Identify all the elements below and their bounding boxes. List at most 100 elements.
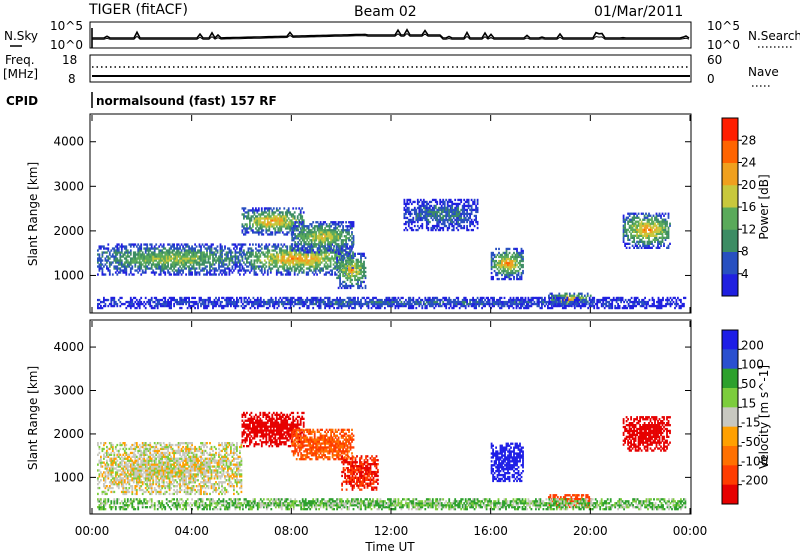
power-cell bbox=[289, 302, 292, 306]
power-cell bbox=[360, 302, 362, 306]
power-cell bbox=[364, 266, 367, 270]
power-cell bbox=[504, 267, 506, 271]
power-cell bbox=[183, 255, 186, 258]
power-cell bbox=[256, 257, 259, 260]
power-cell bbox=[249, 247, 251, 250]
power-cell bbox=[436, 220, 439, 224]
power-cell bbox=[628, 214, 631, 217]
power-cell bbox=[260, 223, 263, 226]
power-cell bbox=[131, 273, 134, 276]
power-cell bbox=[182, 265, 184, 268]
power-cell bbox=[299, 251, 302, 254]
power-cell bbox=[466, 302, 468, 306]
power-cell bbox=[440, 222, 443, 226]
power-cell bbox=[212, 273, 214, 276]
freq-label-top: Freq. bbox=[5, 53, 35, 67]
power-cell bbox=[651, 246, 653, 249]
power-cell bbox=[244, 233, 247, 236]
power-cell bbox=[246, 251, 248, 254]
nsearch-tick-low: 10^0 bbox=[707, 38, 740, 52]
power-cell bbox=[198, 259, 201, 262]
power-cell bbox=[134, 253, 137, 256]
power-cell bbox=[443, 208, 446, 212]
power-cell bbox=[500, 302, 503, 306]
power-cell bbox=[97, 249, 99, 252]
power-cell bbox=[418, 300, 421, 304]
power-cell bbox=[140, 267, 143, 270]
power-cell bbox=[230, 255, 232, 258]
power-cell bbox=[463, 208, 466, 212]
power-cell bbox=[524, 298, 527, 302]
power-cell bbox=[110, 300, 113, 304]
power-cell bbox=[117, 298, 120, 302]
power-cell bbox=[455, 300, 458, 304]
power-cell bbox=[633, 222, 635, 225]
power-cell bbox=[482, 302, 485, 306]
power-cell bbox=[144, 249, 147, 252]
power-cell bbox=[277, 271, 280, 274]
power-cell bbox=[355, 266, 358, 270]
power-cell bbox=[292, 237, 295, 240]
power-cell bbox=[331, 241, 334, 244]
power-cell bbox=[156, 261, 159, 264]
power-cell bbox=[628, 242, 631, 245]
power-cell bbox=[239, 265, 241, 268]
power-cell bbox=[292, 221, 295, 224]
power-cell bbox=[176, 243, 178, 246]
power-cell bbox=[195, 300, 198, 304]
power-cell bbox=[265, 207, 268, 210]
power-cell bbox=[248, 302, 250, 306]
power-cell bbox=[206, 251, 208, 254]
power-cell bbox=[194, 261, 196, 264]
power-cell bbox=[206, 247, 208, 250]
power-cell bbox=[345, 237, 347, 240]
power-cell bbox=[322, 239, 325, 242]
power-cell bbox=[244, 243, 247, 246]
power-cell bbox=[278, 259, 281, 262]
power-cell bbox=[500, 306, 503, 310]
power-cell bbox=[262, 253, 265, 256]
power-cell bbox=[622, 226, 625, 229]
power-cell bbox=[508, 265, 511, 269]
power-cell bbox=[296, 263, 299, 266]
power-cell bbox=[164, 267, 167, 270]
power-cell bbox=[328, 259, 330, 262]
power-cell bbox=[218, 265, 220, 268]
power-cell bbox=[260, 221, 263, 224]
power-cell bbox=[516, 259, 518, 263]
power-cell bbox=[452, 300, 455, 304]
power-cell bbox=[334, 235, 337, 238]
power-cell bbox=[440, 210, 443, 214]
power-cell bbox=[466, 208, 468, 212]
power-cell bbox=[237, 271, 240, 274]
power-cell bbox=[192, 251, 195, 254]
power-cell bbox=[461, 298, 464, 302]
power-cell bbox=[158, 298, 161, 302]
power-cell bbox=[219, 249, 222, 252]
power-cell bbox=[209, 271, 211, 274]
power-cell bbox=[289, 253, 292, 256]
power-cell bbox=[498, 269, 500, 273]
power-cell bbox=[514, 255, 517, 259]
power-cell bbox=[317, 249, 320, 252]
power-cell bbox=[122, 269, 125, 272]
power-cell bbox=[527, 296, 530, 300]
power-cell bbox=[241, 267, 244, 270]
power-cell bbox=[213, 300, 216, 304]
power-cell bbox=[445, 304, 448, 308]
power-cell bbox=[352, 268, 355, 272]
power-cell bbox=[266, 273, 269, 276]
power-cell bbox=[219, 255, 222, 258]
power-cell bbox=[330, 300, 332, 304]
power-cell bbox=[227, 265, 229, 268]
power-cell bbox=[511, 273, 514, 277]
power-cell bbox=[479, 298, 482, 302]
power-cell bbox=[168, 304, 171, 308]
power-cell bbox=[129, 271, 132, 274]
power-cell bbox=[319, 229, 322, 232]
power-cell bbox=[449, 206, 452, 210]
power-cell bbox=[439, 200, 442, 204]
power-cell bbox=[255, 219, 257, 222]
power-cell bbox=[570, 294, 573, 297]
power-cell bbox=[294, 245, 297, 248]
